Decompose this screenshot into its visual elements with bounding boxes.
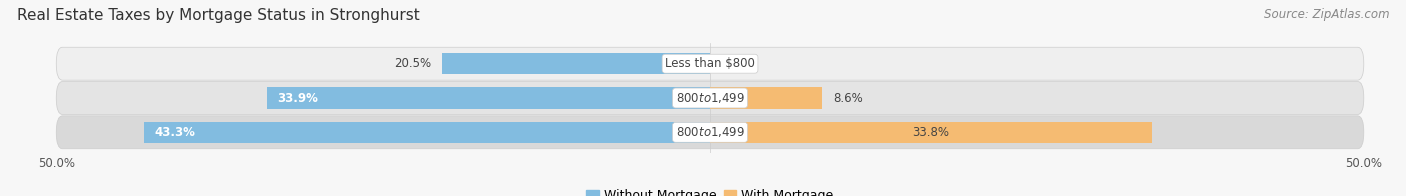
FancyBboxPatch shape	[56, 47, 1364, 80]
Bar	[143, 122, 710, 143]
Bar	[710, 122, 1152, 143]
Bar	[710, 87, 823, 109]
Text: 0.0%: 0.0%	[720, 57, 751, 70]
Bar	[267, 87, 710, 109]
Text: 20.5%: 20.5%	[395, 57, 432, 70]
Text: 8.6%: 8.6%	[832, 92, 863, 104]
Text: 33.8%: 33.8%	[912, 126, 949, 139]
Text: Less than $800: Less than $800	[665, 57, 755, 70]
Legend: Without Mortgage, With Mortgage: Without Mortgage, With Mortgage	[581, 184, 839, 196]
Text: 43.3%: 43.3%	[155, 126, 195, 139]
Bar	[441, 53, 710, 74]
Text: Real Estate Taxes by Mortgage Status in Stronghurst: Real Estate Taxes by Mortgage Status in …	[17, 8, 419, 23]
FancyBboxPatch shape	[56, 82, 1364, 114]
Text: Source: ZipAtlas.com: Source: ZipAtlas.com	[1264, 8, 1389, 21]
Text: 33.9%: 33.9%	[277, 92, 318, 104]
FancyBboxPatch shape	[56, 116, 1364, 149]
Text: $800 to $1,499: $800 to $1,499	[675, 125, 745, 139]
Text: $800 to $1,499: $800 to $1,499	[675, 91, 745, 105]
